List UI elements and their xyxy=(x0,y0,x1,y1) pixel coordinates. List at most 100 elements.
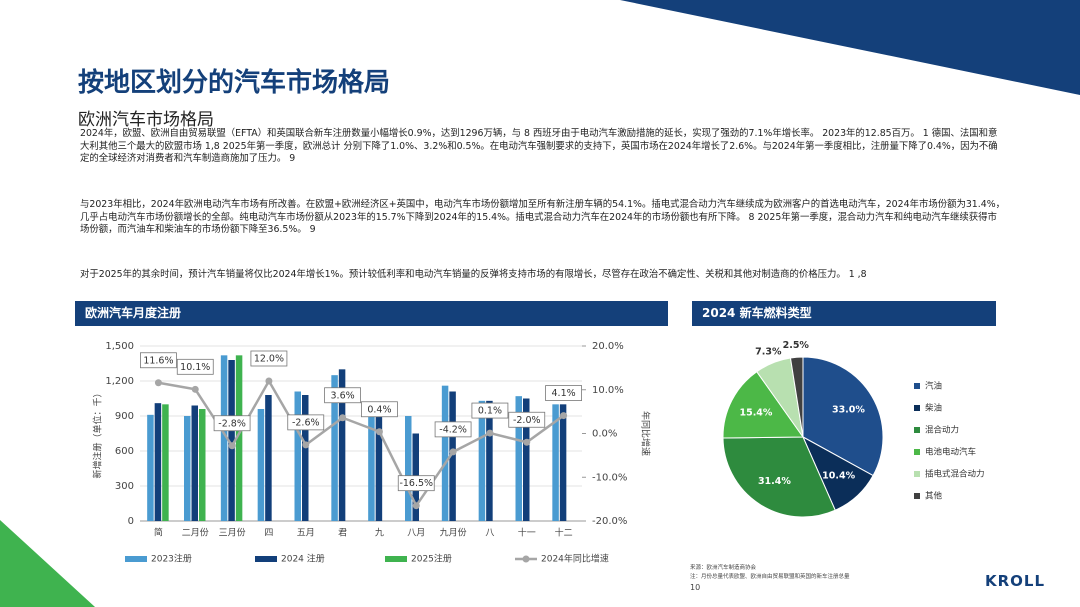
y-tick-label: 0 xyxy=(128,516,134,527)
data-label: 2.5% xyxy=(783,340,810,351)
point xyxy=(339,414,347,422)
subtitle: 欧洲汽车市场格局 xyxy=(78,110,214,130)
legend-label: 插电式混合动力 xyxy=(925,469,985,480)
bar xyxy=(184,416,191,521)
bar xyxy=(368,404,375,521)
data-label: 31.4% xyxy=(758,476,791,487)
label-box xyxy=(508,411,546,428)
data-label: -16.5% xyxy=(399,478,433,489)
label-box xyxy=(176,358,214,375)
legend-swatch xyxy=(914,405,920,411)
paragraph: 对于2025年的其余时间，预计汽车销量将仅比2024年增长1%。预计较低利率和电… xyxy=(80,269,867,280)
y-tick-label: 1,500 xyxy=(105,341,134,352)
bar xyxy=(478,400,486,521)
bar xyxy=(515,396,522,521)
point xyxy=(375,428,383,436)
label-box xyxy=(545,385,582,401)
y-tick-label: 300 xyxy=(115,481,134,492)
legend-label: 2023注册 xyxy=(151,553,192,565)
y-tick-label: 900 xyxy=(115,411,134,422)
data-label: 12.0% xyxy=(254,354,284,365)
line xyxy=(158,378,565,509)
label-box xyxy=(250,350,288,367)
legend-swatch xyxy=(914,449,920,455)
data-label: 33.0% xyxy=(832,405,865,416)
label-box xyxy=(471,402,509,419)
title: 按地区划分的汽车市场格局 xyxy=(78,68,391,98)
data-label: 11.6% xyxy=(143,355,173,366)
x-tick-label: 五月 xyxy=(297,528,315,539)
legend-label: 2024 注册 xyxy=(281,553,325,565)
label-box xyxy=(324,387,361,404)
point xyxy=(486,429,494,437)
x-tick-label: 君 xyxy=(338,528,347,539)
legend-label: 汽油 xyxy=(925,381,942,392)
y2-tick-label: 20.0% xyxy=(592,341,624,352)
x-tick-label: 二月份 xyxy=(182,527,209,539)
data-label: 0.4% xyxy=(367,404,391,415)
bar xyxy=(220,355,228,521)
bar xyxy=(449,391,456,521)
label-box xyxy=(397,475,435,492)
legend-swatch xyxy=(125,556,147,562)
data-label: 10.1% xyxy=(180,362,210,373)
data-label: -2.8% xyxy=(218,418,246,429)
bar xyxy=(375,402,383,521)
legend-swatch xyxy=(385,556,407,562)
legend-label: 柴油 xyxy=(925,403,942,414)
point xyxy=(228,442,236,450)
x-tick-label: 九月份 xyxy=(440,527,467,539)
panel-header: 2024 新车燃料类型 xyxy=(692,301,996,326)
label-box xyxy=(140,352,177,369)
point xyxy=(154,379,162,387)
data-label: -2.0% xyxy=(513,415,541,426)
data-label: 10.4% xyxy=(822,470,855,481)
bar xyxy=(405,416,412,521)
bar xyxy=(486,400,493,521)
data-label: 7.3% xyxy=(755,346,782,357)
point xyxy=(265,377,273,385)
bar xyxy=(257,409,265,521)
note: 注：月份总量代表欧盟、欧洲自由贸易联盟和英国的新车注册总量 xyxy=(690,574,850,580)
legend-label: 2024年同比增速 xyxy=(541,553,609,565)
legend-swatch xyxy=(914,427,920,433)
legend-swatch xyxy=(914,383,920,389)
corner-triangle xyxy=(0,520,95,607)
point xyxy=(560,412,568,420)
source: 来源：欧洲汽车制造商协会 xyxy=(690,565,757,571)
point xyxy=(302,441,310,449)
x-tick-label: 八 xyxy=(485,529,494,539)
bar xyxy=(441,385,449,521)
bar xyxy=(331,375,338,521)
data-label: 3.6% xyxy=(331,390,355,401)
bar xyxy=(338,369,346,521)
legend-swatch xyxy=(255,556,277,562)
paragraph: 与2023年相比，2024年欧洲电动汽车市场有所改善。在欧盟+欧洲经济区+英国中… xyxy=(80,199,1005,236)
pie-slice xyxy=(722,370,804,439)
y-tick-label: 1,200 xyxy=(105,376,134,387)
y2-tick-label: 0.0% xyxy=(592,429,617,440)
point xyxy=(523,438,531,446)
legend-swatch xyxy=(914,493,920,499)
bar xyxy=(162,404,169,521)
point xyxy=(412,502,420,510)
bar xyxy=(552,404,559,521)
y2-axis-label: 年同比增速 xyxy=(640,411,652,456)
bar xyxy=(154,403,162,521)
legend-swatch xyxy=(914,471,920,477)
x-tick-label: 十一 xyxy=(518,527,536,539)
legend-swatch xyxy=(522,555,530,563)
y2-tick-label: -10.0% xyxy=(592,472,627,483)
pie-slice xyxy=(802,356,884,477)
page-number: 10 xyxy=(690,583,701,592)
x-tick-label: 三月份 xyxy=(219,527,246,539)
corner-triangle xyxy=(620,0,1080,95)
x-tick-label: 八月 xyxy=(407,528,425,539)
logo: KROLL xyxy=(985,572,1046,590)
bar xyxy=(235,355,243,521)
bar xyxy=(147,414,154,521)
point xyxy=(191,385,199,393)
